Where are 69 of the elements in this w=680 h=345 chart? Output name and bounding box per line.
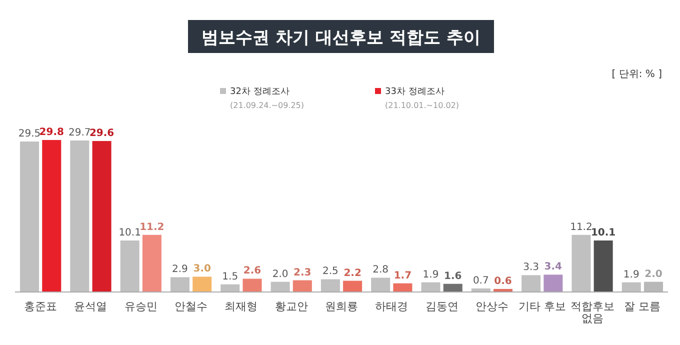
bar (371, 278, 390, 292)
bar (421, 282, 440, 292)
chart-title: 범보수권 차기 대선후보 적합도 추이 (202, 28, 480, 48)
data-label: 2.8 (372, 264, 389, 276)
bar (343, 280, 362, 292)
data-label: 10.1 (118, 227, 141, 238)
data-label: 2.0 (644, 268, 662, 280)
data-label: 1.5 (222, 271, 238, 282)
x-tick-label: 원희룡 (325, 300, 358, 313)
bar (70, 140, 90, 292)
data-label: 3.4 (544, 262, 562, 273)
data-label: 3.0 (193, 264, 211, 275)
bar (270, 282, 290, 292)
bar (292, 280, 312, 292)
bar (622, 282, 641, 292)
legend-label: 32차 정례조사 (230, 87, 290, 97)
data-label: 11.2 (570, 222, 592, 233)
data-label: 10.1 (590, 227, 616, 238)
text: (21.10.01.~10.02) (385, 101, 460, 110)
bar (644, 282, 663, 292)
x-tick-label: 유승민 (124, 300, 158, 313)
data-label: 29.5 (18, 128, 41, 140)
text: [ 단위: % ] (612, 69, 662, 80)
data-label: 2.6 (243, 266, 262, 277)
data-label: 2.3 (294, 267, 312, 278)
x-tick-label: 기타 후보 (518, 300, 566, 313)
data-label: 1.9 (422, 269, 439, 280)
bar (572, 234, 591, 292)
data-label: 1.6 (444, 270, 462, 282)
x-tick-label: 홍준표 (24, 300, 58, 313)
bar (393, 283, 412, 292)
data-label: 2.2 (344, 268, 362, 279)
bar (594, 240, 613, 292)
bar (142, 234, 162, 292)
bar (192, 276, 212, 292)
data-label: 0.7 (472, 275, 489, 286)
x-tick-label: 최재형 (224, 300, 258, 313)
x-tick-label: 황교안 (274, 300, 308, 313)
bar (544, 274, 563, 292)
bar (220, 284, 240, 292)
x-tick-label: 하태경 (375, 300, 408, 313)
bar (320, 279, 340, 292)
x-tick-label: 안상수 (475, 300, 508, 313)
bar (242, 278, 262, 292)
data-label: 0.6 (494, 276, 512, 287)
bar (42, 140, 62, 292)
data-label: 29.6 (89, 128, 114, 140)
legend-label: 33차 정례조사 (385, 87, 444, 97)
bar (92, 141, 112, 292)
x-tick-label: 윤석열 (74, 300, 108, 313)
bar (522, 275, 541, 292)
data-label: 2.9 (172, 264, 188, 276)
data-label: 29.7 (68, 128, 91, 139)
x-tick-label: 적합후보 없음 (570, 300, 614, 325)
bar (20, 142, 40, 292)
data-label: 2.0 (272, 268, 288, 280)
bar (443, 284, 462, 292)
data-label: 11.2 (140, 222, 164, 233)
data-label: 29.8 (39, 127, 64, 138)
x-tick-label: 김동연 (425, 300, 458, 313)
bar (170, 277, 190, 292)
data-label: 1.7 (394, 270, 412, 282)
text: (21.09.24.~09.25) (230, 101, 304, 110)
x-tick-label: 안철수 (174, 300, 208, 313)
data-label: 2.5 (322, 266, 338, 278)
data-label: 3.3 (523, 262, 540, 274)
x-tick-label: 잘 모름 (624, 300, 661, 313)
bar (120, 240, 140, 292)
data-label: 1.9 (623, 269, 640, 280)
